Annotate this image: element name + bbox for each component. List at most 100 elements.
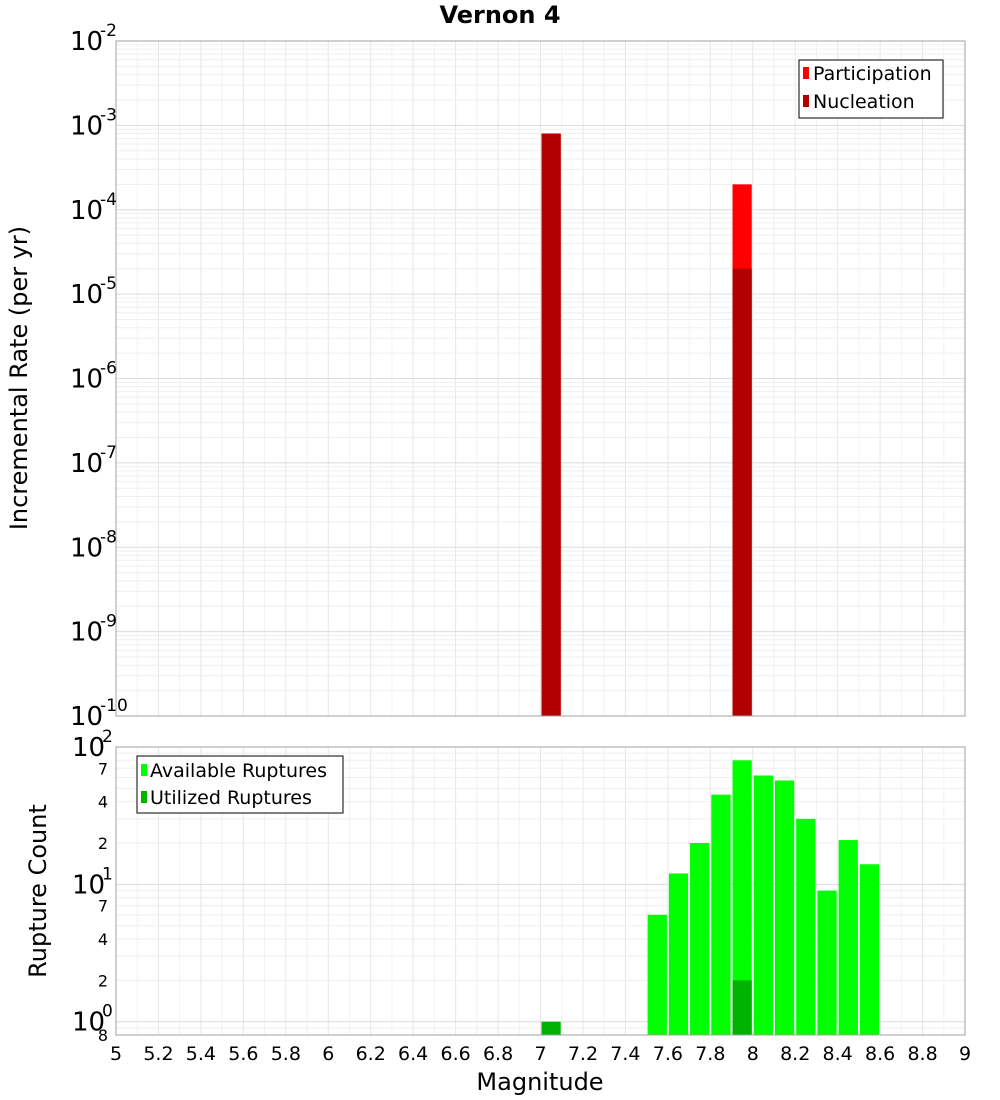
top-y-tick-exponent: -8 [100,527,117,547]
x-tick-label: 5 [110,1043,122,1065]
x-tick-label: 5.6 [228,1043,258,1065]
x-tick-label: 6.4 [398,1043,428,1065]
top-y-tick-base: 10 [70,533,103,563]
bottom-plot-border [115,746,966,1036]
top-y-tick-base: 10 [70,111,103,141]
bar-available-ruptures-7.55 [647,914,667,1035]
top-y-tick-label: 10-5 [70,274,117,310]
top-y-tick-exponent: -3 [100,105,117,125]
x-tick-label: 5.2 [143,1043,173,1065]
bar-nucleation-7.95 [732,268,752,716]
legend-swatch-participation [803,67,809,79]
bottom-y-minor-tick-label: 7 [98,759,108,778]
bar-available-ruptures-8.05 [753,775,773,1035]
bottom-y-minor-tick-label: 4 [98,793,108,812]
bottom-y-tick-exponent: 1 [102,864,113,884]
top-y-tick-exponent: -9 [100,612,117,632]
top-y-tick-base: 10 [70,27,103,57]
chart-title: Vernon 4 [439,1,560,29]
bar-available-ruptures-7.85 [711,794,731,1035]
bottom-y-tick-base: 10 [72,870,105,900]
legend-swatch-utilized [141,791,147,803]
x-tick-label: 7 [534,1043,546,1065]
bottom-y-minor-tick-label: 2 [98,834,108,853]
x-tick-label: 6.8 [483,1043,513,1065]
x-tick-label: 8.2 [780,1043,810,1065]
x-tick-label: 6 [322,1043,334,1065]
x-tick-label: 8.4 [823,1043,853,1065]
legend-label-participation: Participation [813,63,932,85]
x-tick-label: 6.6 [440,1043,470,1065]
bottom-y-tick-label: 101 [72,864,113,900]
x-tick-label: 6.2 [356,1043,386,1065]
x-tick-label: 8.8 [907,1043,937,1065]
bottom-legend-box [136,755,344,814]
x-tick-label: 5.8 [271,1043,301,1065]
x-axis-label: Magnitude [476,1068,603,1096]
bottom-y-minor-tick-label: 2 [98,971,108,990]
bar-available-ruptures-7.95 [732,760,752,1035]
top-y-tick-label: 10-8 [70,527,117,563]
top-legend: Participation Nucleation [798,59,944,119]
bottom-y-tick-base: 10 [72,733,105,763]
top-y-tick-label: 10-10 [70,696,128,732]
x-tick-label: 8.6 [865,1043,895,1065]
x-tick-label: 7.2 [568,1043,598,1065]
bottom-bars [541,760,880,1035]
bottom-y-tick-label: 100 [72,1002,113,1038]
bottom-y-tick-base: 10 [72,1008,105,1038]
legend-label-available-ruptures: Available Ruptures [150,760,327,782]
top-y-tick-label: 10-2 [70,21,117,57]
top-y-tick-label: 10-3 [70,105,117,141]
bar-utilized-ruptures-7.05 [541,1021,561,1035]
bar-utilized-ruptures-7.95 [732,980,752,1035]
x-tick-labels: 5 5.2 5.4 5.6 5.8 6 6.2 6.4 6.6 6.8 7 7.2 7.4 7.6 7.8 8… [110,1043,971,1065]
bottom-y-axis-label: Rupture Count [24,804,52,978]
legend-swatch-available [141,764,147,776]
bottom-y-tick-exponent: 0 [102,1002,113,1022]
top-y-tick-exponent: -10 [100,696,128,716]
x-tick-label: 9 [959,1043,971,1065]
top-y-tick-exponent: -7 [100,443,117,463]
bar-available-ruptures-8.55 [859,864,880,1035]
top-y-tick-base: 10 [70,702,103,732]
bar-nucleation-7.05 [541,133,561,717]
legend-label-utilized-ruptures: Utilized Ruptures [150,787,312,809]
top-bars [541,133,752,717]
top-legend-box [798,59,944,119]
top-y-tick-label: 10-4 [70,190,117,226]
bar-available-ruptures-8.15 [774,780,795,1035]
bar-available-ruptures-7.65 [668,873,689,1035]
x-tick-label: 7.6 [653,1043,683,1065]
top-y-tick-label: 10-9 [70,612,117,648]
top-y-tick-exponent: -5 [100,274,117,294]
bar-available-ruptures-7.75 [690,843,710,1035]
bar-available-ruptures-8.35 [817,890,837,1035]
top-plot-border [115,40,966,717]
bottom-y-minor-tick-label: 4 [98,930,108,949]
top-y-tick-base: 10 [70,280,103,310]
bar-available-ruptures-8.25 [796,818,816,1035]
legend-label-nucleation: Nucleation [813,91,915,113]
top-y-tick-exponent: -6 [100,359,117,379]
top-y-tick-label: 10-6 [70,359,117,395]
bottom-y-minor-tick-label: 8 [98,1026,108,1045]
top-y-tick-base: 10 [70,196,103,226]
top-y-axis-label: Incremental Rate (per yr) [5,226,33,530]
bottom-y-tick-exponent: 2 [102,727,113,747]
top-grid [115,40,966,717]
bottom-y-minor-tick-label: 7 [98,897,108,916]
x-tick-label: 7.4 [610,1043,640,1065]
top-y-tick-exponent: -2 [100,21,117,41]
bar-available-ruptures-8.45 [838,840,858,1035]
top-y-tick-label: 10-7 [70,443,117,479]
x-tick-label: 5.4 [186,1043,216,1065]
bottom-legend: Available Ruptures Utilized Ruptures [136,755,344,814]
top-y-tick-base: 10 [70,365,103,395]
x-tick-label: 7.8 [695,1043,725,1065]
top-y-tick-exponent: -4 [100,190,117,210]
